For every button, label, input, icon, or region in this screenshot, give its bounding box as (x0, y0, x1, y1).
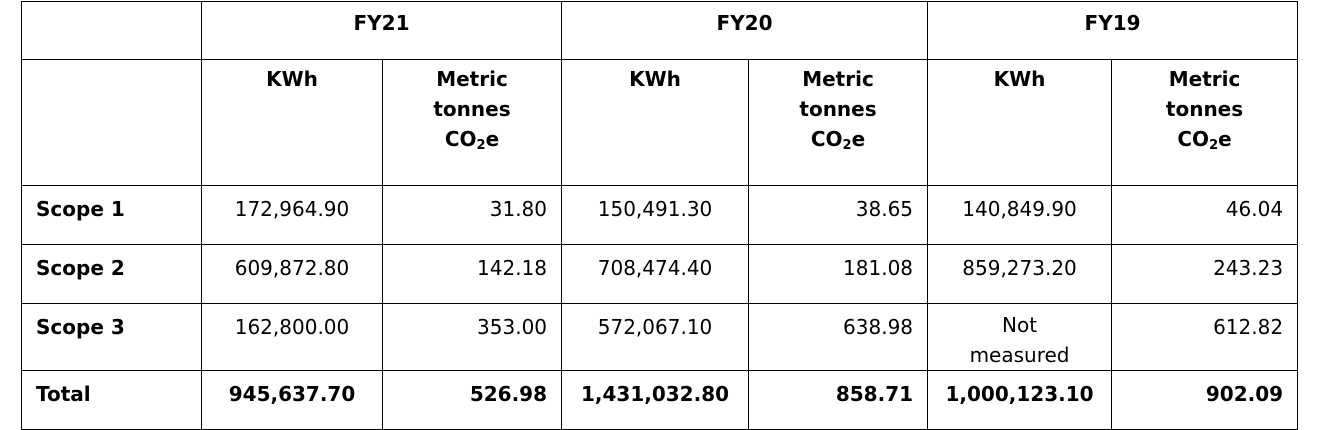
fy19-kwh-cell: 1,000,123.10 (927, 370, 1113, 430)
unit-header-kwh-fy20: KWh (561, 59, 750, 186)
fy19-tco2e-cell: 612.82 (1111, 303, 1299, 371)
co2-unit-subscript: 2 (1209, 138, 1219, 153)
co2-unit-line2: tonnes (433, 97, 511, 121)
co2-unit-line1: Metric (802, 67, 874, 91)
fy21-kwh-cell: 945,637.70 (201, 370, 383, 430)
co2-unit-prefix: CO (444, 127, 477, 151)
table-row-scope-2: Scope 2 609,872.80 142.18 708,474.40 181… (21, 244, 1299, 304)
unit-header-kwh-fy21: KWh (201, 59, 383, 186)
co2-unit-prefix: CO (810, 127, 843, 151)
row-label: Scope 3 (21, 303, 202, 371)
fy20-tco2e-cell: 638.98 (748, 303, 929, 371)
unit-header-co2-fy19: Metric tonnes CO2e (1111, 59, 1299, 186)
kwh-unit-label: KWh (629, 67, 681, 91)
fy19-kwh-cell: Not measured (927, 303, 1113, 371)
table-row-total: Total 945,637.70 526.98 1,431,032.80 858… (21, 370, 1299, 430)
co2-unit-line1: Metric (436, 67, 508, 91)
fy20-tco2e-cell: 858.71 (748, 370, 929, 430)
not-measured-line1: Not (1002, 313, 1038, 337)
fy20-kwh-cell: 572,067.10 (561, 303, 750, 371)
fy21-kwh-cell: 162,800.00 (201, 303, 383, 371)
year-header-fy20: FY20 (561, 1, 929, 60)
row-label: Total (21, 370, 202, 430)
unit-header-kwh-fy19: KWh (927, 59, 1113, 186)
kwh-unit-label: KWh (993, 67, 1046, 91)
fy21-tco2e-cell: 353.00 (381, 303, 563, 371)
row-label: Scope 1 (21, 185, 202, 245)
co2-unit-line2: tonnes (1165, 97, 1244, 121)
unit-header-co2-fy21: Metric tonnes CO2e (381, 59, 563, 186)
unit-header-row: KWh Metric tonnes CO2e KWh Metric tonnes… (21, 59, 1299, 186)
fy19-tco2e-cell: 243.23 (1111, 244, 1299, 304)
emissions-table: FY21 FY20 FY19 KWh Metric tonnes CO2e KW… (21, 1, 1299, 430)
fy20-tco2e-cell: 181.08 (748, 244, 929, 304)
co2-unit-subscript: 2 (842, 138, 852, 153)
empty-unit-label-cell (21, 59, 202, 186)
co2-unit-suffix: e (851, 127, 866, 151)
co2-unit-line1: Metric (1168, 67, 1241, 91)
fy21-kwh-cell: 609,872.80 (201, 244, 383, 304)
year-header-fy21: FY21 (200, 1, 563, 60)
fy19-tco2e-cell: 902.09 (1111, 370, 1299, 430)
year-header-fy19: FY19 (927, 1, 1299, 60)
unit-header-co2-fy20: Metric tonnes CO2e (748, 59, 929, 186)
co2-unit-subscript: 2 (476, 138, 486, 153)
fy20-kwh-cell: 150,491.30 (561, 185, 750, 245)
table-row-scope-3: Scope 3 162,800.00 353.00 572,067.10 638… (21, 303, 1299, 371)
co2-unit-prefix: CO (1177, 127, 1210, 151)
fy19-tco2e-cell: 46.04 (1111, 185, 1299, 245)
fy21-tco2e-cell: 31.80 (381, 185, 563, 245)
row-label: Scope 2 (21, 244, 202, 304)
co2-unit-suffix: e (485, 127, 500, 151)
empty-corner-cell (21, 1, 202, 60)
fy19-kwh-cell: 140,849.90 (927, 185, 1113, 245)
fy20-kwh-cell: 708,474.40 (561, 244, 750, 304)
fy20-kwh-cell: 1,431,032.80 (561, 370, 750, 430)
year-header-row: FY21 FY20 FY19 (21, 1, 1299, 60)
table-row-scope-1: Scope 1 172,964.90 31.80 150,491.30 38.6… (21, 185, 1299, 245)
not-measured-line2: measured (969, 343, 1070, 367)
fy20-tco2e-cell: 38.65 (748, 185, 929, 245)
kwh-unit-label: KWh (266, 67, 318, 91)
fy21-kwh-cell: 172,964.90 (201, 185, 383, 245)
fy19-kwh-cell: 859,273.20 (927, 244, 1113, 304)
fy21-tco2e-cell: 526.98 (381, 370, 563, 430)
fy21-tco2e-cell: 142.18 (381, 244, 563, 304)
co2-unit-suffix: e (1218, 127, 1232, 151)
co2-unit-line2: tonnes (799, 97, 877, 121)
